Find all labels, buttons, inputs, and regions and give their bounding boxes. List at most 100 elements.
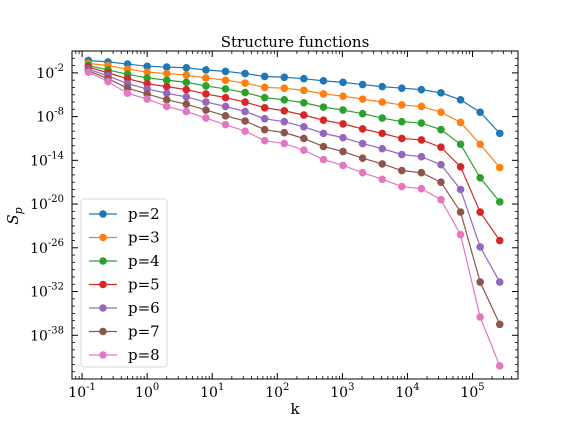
data-point-p=8-19 <box>437 195 445 204</box>
data-point-p=2-9 <box>241 69 249 78</box>
x-tick-label-4: 102 <box>265 382 289 401</box>
data-point-p=8-7 <box>202 114 210 122</box>
data-point-p=3-8 <box>221 76 230 84</box>
data-point-p=4-10 <box>260 93 269 102</box>
data-point-p=5-14 <box>339 120 347 128</box>
data-point-p=8-11 <box>280 139 289 148</box>
data-point-p=6-13 <box>319 129 328 138</box>
data-point-p=3-10 <box>260 83 269 92</box>
data-point-p=6-7 <box>202 98 210 106</box>
data-point-p=2-11 <box>280 73 289 82</box>
data-point-p=7-13 <box>319 142 328 151</box>
data-point-p=7-14 <box>339 147 347 156</box>
data-point-p=5-8 <box>221 93 230 102</box>
series-line-p=5 <box>88 66 501 241</box>
chart-title: Structure functions <box>221 33 370 51</box>
x-tick-label-1: 10-1 <box>68 382 96 401</box>
data-point-p=7-5 <box>162 96 171 104</box>
legend-marker-p=7 <box>99 327 107 336</box>
data-point-p=6-16 <box>378 144 387 153</box>
data-point-p=7-7 <box>202 106 210 114</box>
data-point-p=7-8 <box>221 111 230 120</box>
data-point-p=4-11 <box>280 96 289 104</box>
legend-marker-p=6 <box>99 304 107 312</box>
x-tick-label-5: 103 <box>330 382 354 401</box>
data-point-p=3-9 <box>241 79 249 87</box>
data-point-p=5-12 <box>300 111 308 119</box>
data-point-p=4-13 <box>319 103 328 111</box>
data-point-p=8-5 <box>162 102 171 111</box>
legend-label-p=3: p=3 <box>128 229 160 247</box>
data-point-p=2-13 <box>319 77 328 85</box>
x-tick-label-7: 105 <box>460 382 484 401</box>
data-point-p=5-5 <box>162 82 171 91</box>
data-point-p=8-12 <box>300 146 308 154</box>
data-point-p=3-22 <box>495 163 504 172</box>
data-point-p=2-21 <box>476 108 484 117</box>
data-point-p=7-6 <box>182 100 191 109</box>
data-point-p=4-22 <box>495 198 504 206</box>
data-point-p=2-20 <box>456 96 465 104</box>
data-point-p=6-19 <box>437 160 445 169</box>
data-point-p=2-14 <box>339 78 347 87</box>
data-point-p=8-8 <box>221 120 230 129</box>
data-point-p=4-15 <box>358 109 367 118</box>
data-point-p=7-15 <box>358 154 367 162</box>
legend-label-p=5: p=5 <box>128 276 160 294</box>
data-point-p=8-10 <box>260 136 269 145</box>
legend-marker-p=3 <box>99 233 107 242</box>
data-point-p=7-12 <box>300 134 308 143</box>
data-point-p=2-10 <box>260 72 269 81</box>
series-line-p=8 <box>88 71 501 367</box>
x-tick-label-6: 104 <box>395 382 419 401</box>
data-point-p=2-6 <box>182 63 191 72</box>
data-point-p=7-22 <box>495 320 504 329</box>
data-point-p=3-14 <box>339 92 347 100</box>
data-point-p=7-18 <box>417 168 426 177</box>
axes-layer: 10-1 100 101 102 103 104 105 10-2 10-8 10-14 10-20… <box>30 50 519 401</box>
legend-marker-p=4 <box>99 257 107 265</box>
y-tick-label-5: 10-26 <box>30 238 64 257</box>
data-point-p=6-17 <box>398 150 406 159</box>
data-point-p=8-14 <box>339 161 347 170</box>
data-point-p=6-12 <box>300 122 308 131</box>
data-point-p=8-4 <box>143 95 151 103</box>
data-point-p=6-8 <box>221 102 230 111</box>
data-point-p=7-19 <box>437 178 445 187</box>
data-point-p=5-15 <box>358 125 367 133</box>
data-point-p=7-16 <box>378 160 387 168</box>
data-point-p=3-5 <box>162 69 171 78</box>
data-point-p=3-19 <box>437 108 445 117</box>
data-point-p=2-12 <box>300 74 308 83</box>
data-point-p=4-8 <box>221 85 230 93</box>
data-point-p=5-19 <box>437 143 445 152</box>
x-tick-label-2: 100 <box>135 382 159 401</box>
data-point-p=6-5 <box>162 89 171 98</box>
data-point-p=5-16 <box>378 129 387 138</box>
data-point-p=6-22 <box>495 278 504 286</box>
data-point-p=6-18 <box>417 152 426 161</box>
data-point-p=4-17 <box>398 117 406 126</box>
series-layer <box>84 56 504 370</box>
y-axis-title: Sp <box>4 207 25 224</box>
data-point-p=8-20 <box>456 230 465 239</box>
legend-marker-p=5 <box>99 280 107 289</box>
legend-marker-p=8 <box>99 351 107 359</box>
data-point-p=2-18 <box>417 85 426 94</box>
y-tick-label-3: 10-14 <box>30 150 64 169</box>
x-axis-title: k <box>290 400 300 418</box>
data-point-p=6-6 <box>182 93 191 101</box>
legend-label-p=2: p=2 <box>128 205 160 223</box>
x-tick-label-3: 101 <box>200 382 224 401</box>
data-point-p=5-6 <box>182 85 191 94</box>
data-point-p=5-20 <box>456 162 465 171</box>
data-point-p=6-10 <box>260 114 269 123</box>
data-point-p=3-17 <box>398 101 406 109</box>
data-point-p=8-16 <box>378 175 387 184</box>
data-point-p=7-20 <box>456 208 465 216</box>
data-point-p=7-11 <box>280 128 289 137</box>
data-point-p=3-6 <box>182 71 191 79</box>
legend-layer: p=2 p=3 p=4 p=5 p=6 p=7 p=8 <box>80 198 168 368</box>
data-point-p=8-17 <box>398 182 406 191</box>
